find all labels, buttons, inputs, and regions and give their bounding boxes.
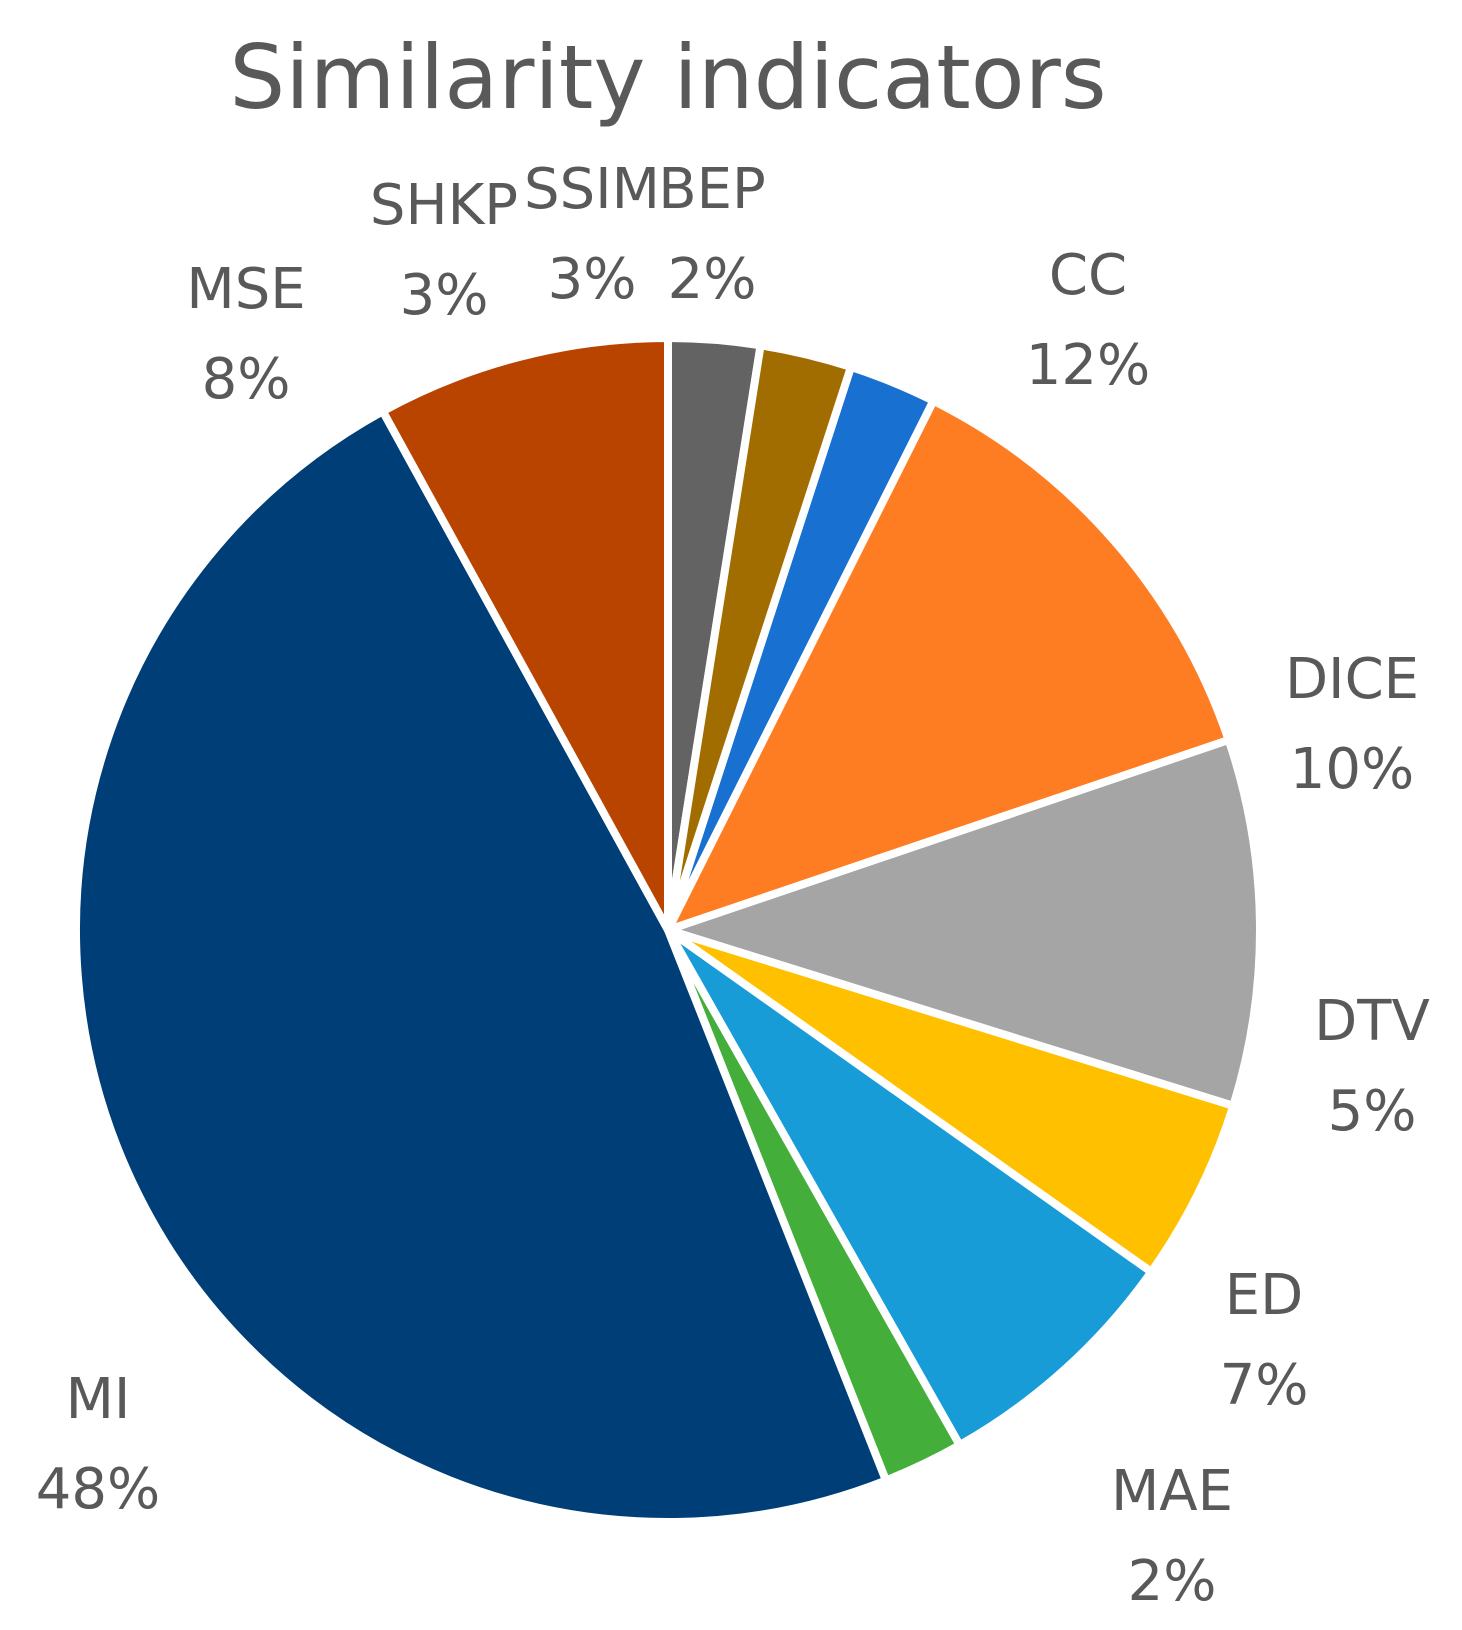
pie-slices: [72, 334, 1264, 1526]
slice-label-percent: 5%: [1328, 1079, 1417, 1144]
slice-label-name: MSE: [186, 257, 305, 322]
slice-label-name: SHKP: [370, 173, 518, 238]
pie-slice-ed: [664, 926, 1156, 1450]
slice-label-percent: 3%: [548, 247, 637, 312]
slice-label-name: CC: [1049, 243, 1127, 308]
slice-label-mse: MSE 8%: [186, 257, 305, 412]
slice-label-percent: 2%: [668, 247, 757, 312]
slice-label-percent: 2%: [1128, 1549, 1217, 1614]
slice-label-name: DTV: [1314, 989, 1430, 1054]
slice-label-name: MI: [66, 1367, 131, 1432]
slice-label-bep: BEP 2%: [658, 157, 766, 312]
slice-label-percent: 10%: [1290, 737, 1414, 802]
slice-label-percent: 8%: [202, 347, 291, 412]
slice-labels: BEP 2% CC 12% DICE 10% DTV 5% ED 7% MAE 2% MI 48% MSE 8…: [36, 157, 1430, 1614]
slice-label-name: DICE: [1285, 647, 1419, 712]
pie-slice-mi: [72, 407, 890, 1526]
slice-label-dice: DICE 10%: [1285, 647, 1419, 802]
slice-label-mae: MAE 2%: [1111, 1459, 1233, 1614]
slice-label-percent: 3%: [400, 263, 489, 328]
slice-label-name: BEP: [658, 157, 766, 222]
slice-label-percent: 7%: [1220, 1353, 1309, 1418]
pie-slice-mse: [378, 334, 672, 934]
slice-label-ed: ED 7%: [1220, 1263, 1309, 1418]
slice-label-shkp: SHKP 3%: [370, 173, 518, 328]
slice-label-name: MAE: [1111, 1459, 1233, 1524]
pie-slice-dice: [664, 736, 1264, 1110]
pie-slice-cc: [664, 396, 1233, 934]
slice-label-mi: MI 48%: [36, 1367, 160, 1522]
slice-label-ssim: SSIM 3%: [524, 157, 660, 312]
slice-label-percent: 12%: [1026, 333, 1150, 398]
pie-slice-ssim: [664, 341, 855, 934]
slice-label-percent: 48%: [36, 1457, 160, 1522]
slice-label-name: ED: [1225, 1263, 1304, 1328]
slice-label-cc: CC 12%: [1026, 243, 1150, 398]
slice-label-name: SSIM: [524, 157, 660, 222]
slice-label-dtv: DTV 5%: [1314, 989, 1430, 1144]
chart-title: Similarity indicators: [229, 26, 1106, 129]
pie-slice-dtv: [664, 926, 1238, 1276]
